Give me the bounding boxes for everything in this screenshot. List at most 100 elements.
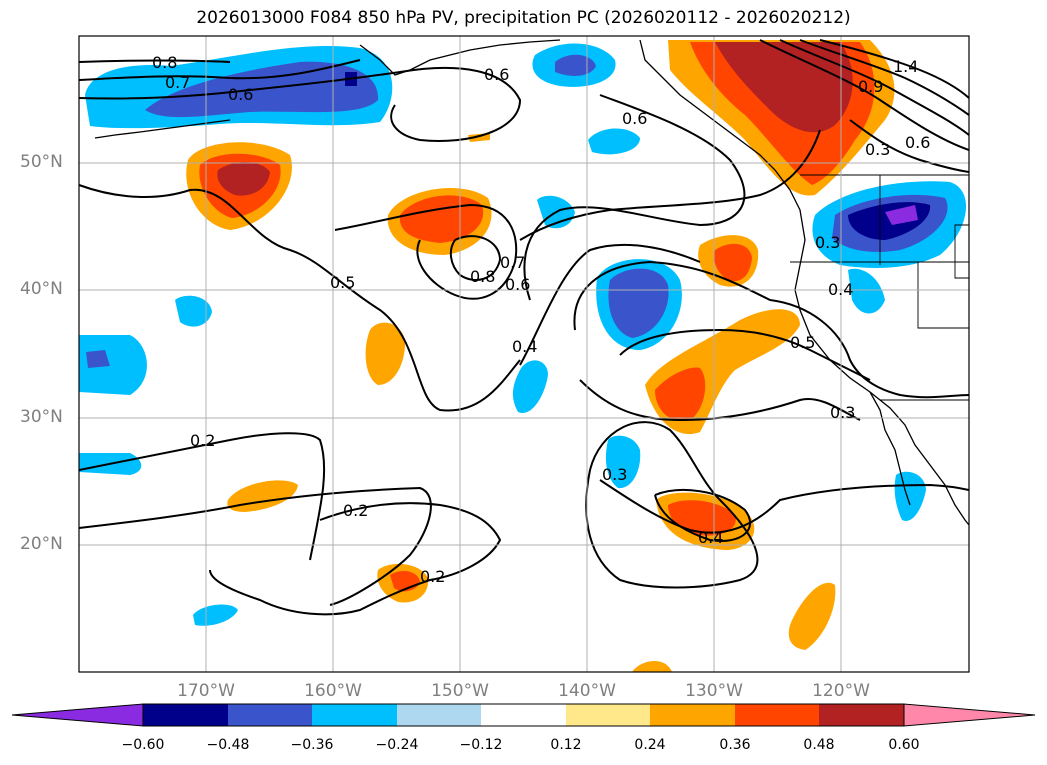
neg-anomaly-central-core bbox=[608, 268, 669, 338]
contour-0.6-north bbox=[79, 66, 522, 142]
colorbar-seg-5 bbox=[481, 704, 566, 726]
contour-0.7-line bbox=[519, 129, 821, 241]
contour-0.4-central bbox=[519, 243, 701, 366]
map-frame bbox=[78, 35, 970, 673]
contour-0.8-north bbox=[79, 59, 231, 63]
neg-anomaly-pnw-tail bbox=[848, 268, 885, 314]
colorbar-tick-4: −0.24 bbox=[375, 737, 419, 753]
clabel-15: 0.2 bbox=[190, 431, 215, 450]
colorbar-tick-8: 0.36 bbox=[719, 737, 751, 753]
pv-contours bbox=[79, 39, 969, 616]
clabel-8: 0.6 bbox=[505, 275, 530, 294]
contour-0.4-south bbox=[579, 379, 861, 422]
contour-mid-loop bbox=[334, 203, 518, 300]
clabel-17: 0.2 bbox=[420, 567, 445, 586]
contour-0.7-north bbox=[79, 59, 361, 81]
clabel-3: 0.6 bbox=[484, 65, 509, 84]
colorbar-tick-10: 0.60 bbox=[888, 737, 920, 753]
clabel-7: 0.7 bbox=[500, 253, 525, 272]
clabel-22: 0.9 bbox=[858, 77, 883, 96]
colorbar-tick-6: 0.12 bbox=[550, 737, 582, 753]
neg-anomaly-pnw-peak bbox=[885, 205, 918, 225]
clabel-1: 0.7 bbox=[165, 73, 190, 92]
gridlines bbox=[79, 36, 969, 672]
lat-label-20n: 20°N bbox=[20, 534, 63, 554]
pos-anomaly-northpac-peak bbox=[217, 161, 270, 196]
neg-anomaly-west1 bbox=[175, 295, 212, 327]
lon-label-170w: 170°W bbox=[177, 681, 235, 701]
colorbar-seg-3 bbox=[312, 704, 397, 726]
colorbar-tick-5: −0.12 bbox=[459, 737, 503, 753]
lat-label-40n: 40°N bbox=[20, 279, 63, 299]
lat-label-50n: 50°N bbox=[20, 152, 63, 172]
lon-label-150w: 150°W bbox=[431, 681, 489, 701]
contour-bc-bundle4 bbox=[819, 39, 969, 99]
political-borders bbox=[790, 174, 969, 401]
contour-0.5-west bbox=[79, 184, 521, 412]
neg-anomaly-small3 bbox=[193, 604, 238, 626]
colorbar-seg-9 bbox=[819, 704, 904, 726]
contour-labels: 0.8 0.7 0.6 0.6 0.6 0.5 0.8 0.7 0.6 0.4 … bbox=[152, 53, 930, 586]
coast-alaska bbox=[359, 39, 561, 76]
map-title: 2026013000 F084 850 hPa PV, precipitatio… bbox=[196, 8, 851, 28]
border-state4 bbox=[954, 224, 969, 279]
lon-label-130w: 130°W bbox=[685, 681, 743, 701]
pos-anomaly-130w-core bbox=[668, 500, 736, 536]
contour-0.5-east bbox=[619, 328, 871, 381]
clabel-21: 1.4 bbox=[893, 57, 918, 76]
clabel-2: 0.6 bbox=[228, 85, 253, 104]
lon-label-140w: 140°W bbox=[558, 681, 616, 701]
clabel-19: 0.3 bbox=[865, 140, 890, 159]
neg-anomaly-baja bbox=[894, 471, 926, 521]
pos-anomaly-midpac-core bbox=[399, 195, 484, 243]
contour-0.3-loop bbox=[573, 260, 969, 399]
colorbar-seg-8 bbox=[735, 704, 819, 726]
pos-anomaly-bc-peak bbox=[715, 42, 853, 133]
precipitation-shading bbox=[79, 40, 967, 672]
lat-label-30n: 30°N bbox=[20, 407, 63, 427]
border-state3 bbox=[917, 262, 969, 329]
clabel-20: 0.6 bbox=[905, 133, 930, 152]
pos-anomaly-oregon-core bbox=[713, 243, 752, 282]
pos-anomaly-south bbox=[788, 582, 836, 650]
contour-0.8-loop bbox=[449, 235, 502, 281]
contour-0.2-loop bbox=[79, 486, 432, 606]
contour-0.3-south bbox=[599, 479, 969, 534]
colorbar-seg-6 bbox=[566, 704, 650, 726]
clabel-0: 0.8 bbox=[152, 53, 177, 72]
pos-anomaly-155w bbox=[365, 322, 406, 385]
contour-0.2-hawaii bbox=[209, 502, 502, 616]
clabel-10: 0.5 bbox=[790, 333, 815, 352]
colorbar-seg-4 bbox=[397, 704, 481, 726]
colorbar-seg-1 bbox=[143, 704, 228, 726]
clabel-12: 0.3 bbox=[815, 233, 840, 252]
clabel-11: 0.4 bbox=[828, 280, 853, 299]
coast-baja bbox=[869, 391, 911, 506]
clabel-13: 0.3 bbox=[830, 403, 855, 422]
contour-0.3-big bbox=[585, 421, 759, 589]
neg-anomaly-gulf-core bbox=[555, 54, 596, 76]
contour-bc-bundle2 bbox=[779, 39, 969, 136]
pos-anomaly-south2 bbox=[632, 661, 672, 672]
neg-anomaly-west2-core bbox=[86, 350, 110, 368]
colorbar-tick-9: 0.48 bbox=[803, 737, 835, 753]
colorbar-tick-7: 0.24 bbox=[634, 737, 666, 753]
colorbar-tick-1: −0.60 bbox=[121, 737, 165, 753]
contour-bc-bundle1 bbox=[759, 39, 969, 151]
pos-anomaly-california-core bbox=[655, 367, 706, 421]
contour-bc-bundle3 bbox=[799, 39, 969, 116]
clabel-5: 0.5 bbox=[330, 273, 355, 292]
colorbar-tick-3: −0.36 bbox=[290, 737, 334, 753]
lon-label-120w: 120°W bbox=[812, 681, 870, 701]
neg-anomaly-145w bbox=[512, 360, 548, 413]
colorbar-extend-left bbox=[11, 703, 144, 727]
colorbar-extend-right bbox=[903, 703, 1036, 727]
clabel-14: 0.3 bbox=[602, 465, 627, 484]
contour-0.6-arc bbox=[523, 94, 746, 301]
clabel-18: 0.4 bbox=[698, 528, 723, 547]
colorbar-seg-7 bbox=[650, 704, 735, 726]
clabel-16: 0.2 bbox=[343, 501, 368, 520]
neg-anomaly-135w bbox=[605, 435, 641, 489]
contour-0.3-nw bbox=[849, 119, 969, 173]
